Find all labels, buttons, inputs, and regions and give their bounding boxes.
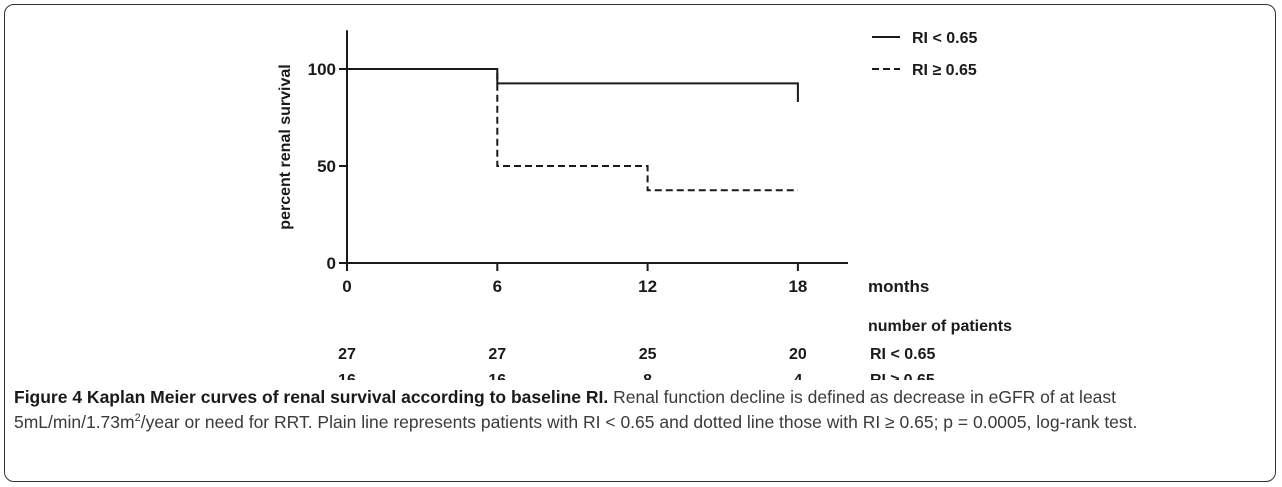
y-tick-label: 50 (317, 157, 336, 176)
risk-count: 25 (639, 346, 657, 363)
caption-text-part1: Renal function decline is defined as dec… (14, 387, 1117, 432)
caption-text-part2: /year or need for RRT. Plain line repres… (140, 412, 1138, 432)
caption-superscript: 2 (134, 412, 141, 425)
risk-count: 16 (338, 372, 356, 380)
x-tick-label: 18 (788, 277, 807, 296)
y-tick-label: 0 (327, 254, 336, 273)
risk-count: 16 (488, 372, 506, 380)
legend-label-2: RI ≥ 0.65 (912, 62, 977, 79)
y-axis-label: percent renal survival (277, 64, 294, 229)
kaplan-meier-chart: 0 50 100 0 6 12 18 percent renal survival months… (277, 30, 1012, 380)
series-line-1 (347, 68, 799, 102)
risk-count: 8 (643, 372, 652, 380)
figure-caption: Figure 4 Kaplan Meier curves of renal su… (14, 385, 1266, 435)
risk-count: 4 (793, 372, 802, 380)
risk-count: 20 (789, 346, 807, 363)
x-tick-label: 0 (342, 277, 351, 296)
risk-table-header: number of patients (868, 318, 1012, 335)
risk-count: 27 (338, 346, 356, 363)
caption-title: Figure 4 Kaplan Meier curves of renal su… (14, 387, 609, 407)
y-tick-label: 100 (308, 60, 336, 79)
series-line-2 (347, 68, 798, 192)
risk-count: 27 (488, 346, 506, 363)
x-tick-label: 6 (493, 277, 502, 296)
x-tick-label: 12 (638, 277, 657, 296)
risk-row-label: RI ≥ 0.65 (870, 372, 935, 380)
risk-row-label: RI < 0.65 (870, 346, 935, 363)
legend-label-1: RI < 0.65 (912, 30, 977, 47)
x-axis-label: months (868, 277, 929, 296)
